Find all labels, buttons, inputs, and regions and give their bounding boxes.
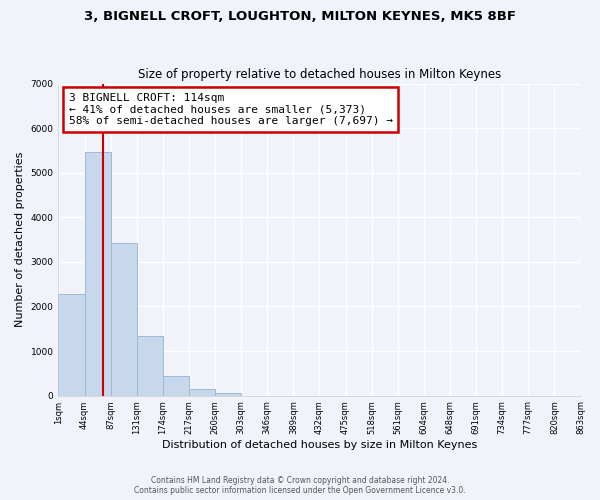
X-axis label: Distribution of detached houses by size in Milton Keynes: Distribution of detached houses by size …: [162, 440, 477, 450]
Title: Size of property relative to detached houses in Milton Keynes: Size of property relative to detached ho…: [138, 68, 501, 81]
Y-axis label: Number of detached properties: Number of detached properties: [15, 152, 25, 328]
Bar: [189, 388, 215, 396]
Text: 3 BIGNELL CROFT: 114sqm
← 41% of detached houses are smaller (5,373)
58% of semi: 3 BIGNELL CROFT: 114sqm ← 41% of detache…: [69, 93, 393, 126]
Bar: [137, 336, 163, 396]
Bar: [85, 152, 110, 396]
Text: 3, BIGNELL CROFT, LOUGHTON, MILTON KEYNES, MK5 8BF: 3, BIGNELL CROFT, LOUGHTON, MILTON KEYNE…: [84, 10, 516, 23]
Bar: [163, 376, 189, 396]
Bar: [58, 294, 85, 396]
Bar: [215, 393, 241, 396]
Bar: [110, 243, 137, 396]
Text: Contains HM Land Registry data © Crown copyright and database right 2024.
Contai: Contains HM Land Registry data © Crown c…: [134, 476, 466, 495]
